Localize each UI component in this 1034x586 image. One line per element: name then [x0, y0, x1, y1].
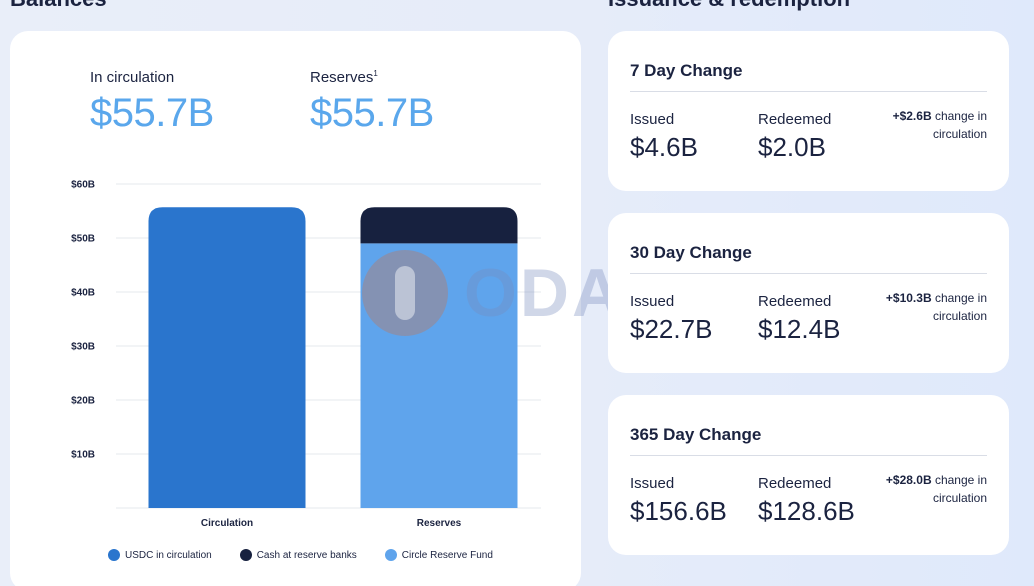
legend-swatch	[239, 549, 252, 561]
bar-cash-at-reserve-banks	[360, 207, 518, 244]
card-divider	[630, 455, 987, 456]
issued-value: $156.6B	[630, 496, 727, 526]
balances-card: In circulation $55.7B Reserves1 $55.7B $…	[10, 31, 581, 586]
redeemed-value: $2.0B	[758, 132, 826, 162]
redeemed-column: Redeemed $12.4B	[758, 293, 840, 345]
issued-label: Issued	[630, 293, 675, 310]
issued-value: $4.6B	[630, 132, 698, 162]
legend-item: USDC in circulation	[108, 549, 212, 561]
y-tick-label: $20B	[71, 396, 95, 407]
bar-usdc-in-circulation	[148, 207, 306, 508]
legend-item: Cash at reserve banks	[239, 549, 357, 561]
redeemed-label: Redeemed	[758, 475, 832, 492]
card-divider	[630, 91, 987, 92]
reserves-value: $55.7B	[310, 91, 434, 135]
net-change-suffix: change in circulation	[932, 109, 987, 141]
change-card-7-day: 7 Day Change Issued $4.6B Redeemed $2.0B…	[608, 31, 1009, 191]
net-change: +$2.6B change in circulation	[857, 107, 987, 143]
circulation-label: In circulation	[90, 69, 175, 86]
issuance-heading: Issuance & redemption	[608, 0, 850, 12]
redeemed-value: $128.6B	[758, 496, 855, 526]
card-title: 7 Day Change	[630, 61, 743, 80]
issued-column: Issued $22.7B	[630, 293, 712, 345]
balances-bar-chart: $10B $20B $30B $40B $50B $60B Circulation Reser…	[71, 180, 541, 529]
issued-label: Issued	[630, 111, 675, 128]
redeemed-label: Redeemed	[758, 111, 832, 128]
reserves-footnote-mark[interactable]: 1	[373, 69, 378, 78]
change-card-365-day: 365 Day Change Issued $156.6B Redeemed $…	[608, 395, 1009, 555]
reserves-stat: Reserves1 $55.7B	[310, 69, 434, 136]
issued-value: $22.7B	[630, 314, 713, 344]
reserves-label-text: Reserves	[310, 69, 374, 86]
x-category-label: Circulation	[201, 518, 253, 529]
change-card-30-day: 30 Day Change Issued $22.7B Redeemed $12…	[608, 213, 1009, 373]
y-tick-label: $10B	[71, 450, 95, 461]
legend-swatch	[108, 549, 120, 561]
net-change-value: +$28.0B	[885, 473, 932, 487]
card-divider	[630, 273, 987, 274]
net-change: +$28.0B change in circulation	[857, 471, 987, 507]
issued-column: Issued $156.6B	[630, 475, 727, 527]
net-change-suffix: change in circulation	[932, 291, 987, 323]
issued-label: Issued	[630, 475, 675, 492]
legend-label: Circle Reserve Fund	[401, 549, 493, 561]
legend-label: Cash at reserve banks	[256, 549, 357, 561]
net-change-value: +$10.3B	[885, 291, 932, 305]
redeemed-column: Redeemed $128.6B	[758, 475, 855, 527]
redeemed-value: $12.4B	[758, 314, 841, 344]
legend-item: Circle Reserve Fund	[384, 549, 493, 561]
y-tick-label: $50B	[71, 234, 95, 245]
net-change-suffix: change in circulation	[932, 473, 987, 505]
redeemed-column: Redeemed $2.0B	[758, 111, 831, 163]
circulation-stat: In circulation $55.7B	[90, 69, 214, 136]
redeemed-label: Redeemed	[758, 293, 832, 310]
chart-legend: USDC in circulation Cash at reserve banks…	[108, 549, 521, 561]
y-tick-label: $60B	[71, 180, 95, 191]
net-change: +$10.3B change in circulation	[857, 289, 987, 325]
card-title: 30 Day Change	[630, 243, 752, 262]
card-title: 365 Day Change	[630, 425, 762, 444]
legend-swatch	[384, 549, 397, 561]
net-change-value: +$2.6B	[892, 109, 932, 123]
circulation-value: $55.7B	[90, 91, 214, 135]
issued-column: Issued $4.6B	[630, 111, 698, 163]
bar-circle-reserve-fund	[360, 243, 518, 508]
reserves-label: Reserves1	[310, 69, 434, 86]
legend-label: USDC in circulation	[125, 549, 212, 561]
y-tick-label: $30B	[71, 342, 95, 353]
x-category-label: Reserves	[417, 518, 462, 529]
y-tick-label: $40B	[71, 288, 95, 299]
balances-heading: Balances	[10, 0, 107, 12]
